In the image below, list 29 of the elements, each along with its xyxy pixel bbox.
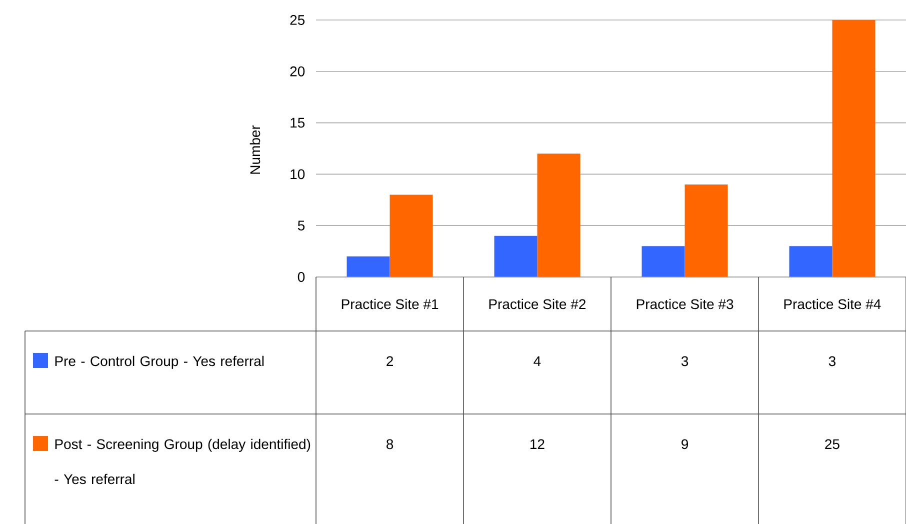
bar — [537, 154, 580, 277]
bar — [390, 194, 433, 277]
y-tick-label: 10 — [290, 169, 305, 180]
text: Post - Screening Group (delay identified) - Yes referral — [54, 438, 310, 484]
x-tick-label: Practice Site #1 — [342, 298, 438, 310]
data-label: 25 — [825, 439, 840, 450]
data-label: 2 — [386, 356, 393, 366]
data-label: 9 — [682, 439, 688, 450]
x-tick-label: Practice Site #4 — [784, 298, 881, 310]
bar — [684, 184, 728, 277]
bar — [494, 236, 538, 277]
y-axis-title: Number — [250, 125, 260, 174]
y-tick-label: 5 — [298, 220, 305, 230]
legend-label: Pre - Control Group - Yes referral — [55, 356, 264, 369]
data-label: 4 — [534, 356, 541, 366]
data-label: 3 — [828, 356, 836, 366]
bar — [346, 256, 390, 277]
data-label: 3 — [681, 356, 688, 366]
data-label: 12 — [530, 439, 544, 449]
data-label: 8 — [386, 439, 394, 450]
bar — [642, 246, 685, 277]
x-tick-label: Practice Site #2 — [489, 298, 586, 310]
y-tick-label: 20 — [290, 66, 305, 76]
x-tick-label: Practice Site #3 — [636, 298, 734, 310]
bar — [832, 20, 876, 277]
y-tick-label: 15 — [290, 118, 305, 128]
bar — [789, 246, 832, 277]
y-tick-label: 25 — [290, 15, 305, 25]
y-tick-label: 0 — [298, 272, 305, 282]
